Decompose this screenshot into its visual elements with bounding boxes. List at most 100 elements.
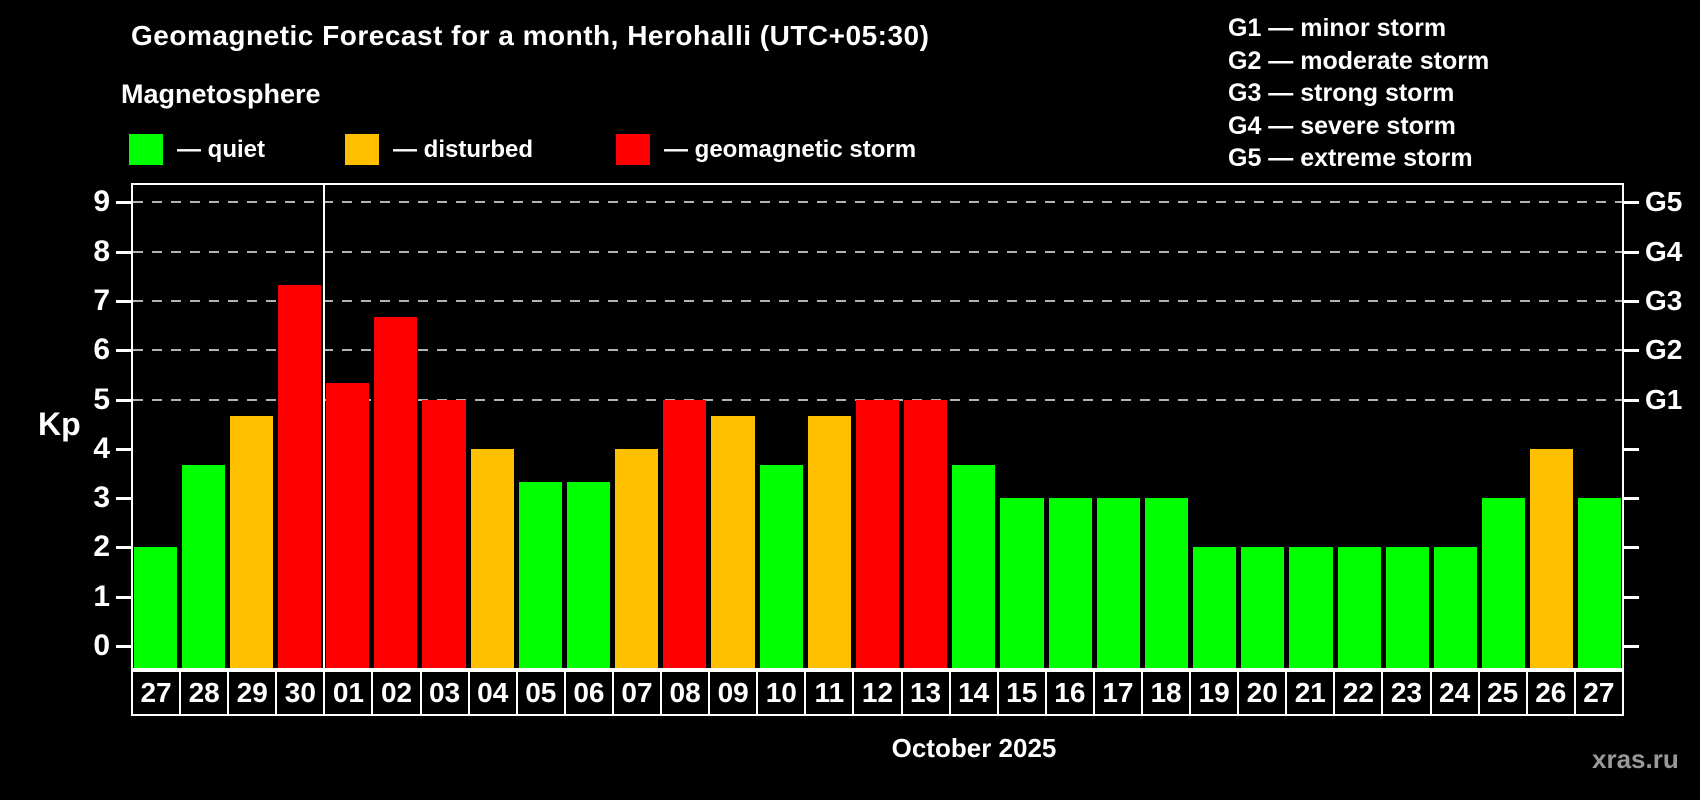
axis-tick <box>116 447 131 451</box>
g-level-label: G2 <box>1645 334 1683 366</box>
kp-bar <box>181 465 225 668</box>
kp-bar <box>1193 547 1237 668</box>
y-tick-label: 7 <box>93 283 110 317</box>
y-tick-label: 0 <box>93 629 110 662</box>
day-label: 19 <box>1191 672 1240 714</box>
kp-bar <box>422 399 466 668</box>
month-separator <box>322 183 325 670</box>
g-legend-line-g1: G1 — minor storm <box>1228 14 1447 42</box>
axis-tick <box>1624 398 1639 402</box>
y-tick-label: 3 <box>93 481 110 515</box>
axis-tick <box>1624 497 1639 501</box>
kp-bar <box>1241 547 1285 668</box>
kp-bar <box>1578 498 1622 668</box>
day-label: 07 <box>614 672 663 714</box>
day-label: 30 <box>277 672 326 714</box>
kp-bar <box>663 399 707 668</box>
axis-tick <box>116 250 131 254</box>
axis-tick <box>1624 645 1639 648</box>
y-tick-label: 8 <box>93 234 110 268</box>
kp-bar <box>1530 448 1574 668</box>
axis-tick <box>116 349 131 353</box>
g-legend-line-g5: G5 — extreme storm <box>1228 144 1473 172</box>
day-label: 02 <box>373 672 422 714</box>
day-label: 20 <box>1239 672 1288 714</box>
day-label: 28 <box>181 672 230 714</box>
day-label: 09 <box>710 672 759 714</box>
axis-tick <box>116 546 131 550</box>
kp-bar <box>1096 498 1140 668</box>
grid-line <box>133 299 1622 302</box>
axis-tick <box>1624 299 1639 303</box>
legend-item-quiet: — quiet <box>129 134 265 165</box>
kp-bar <box>277 284 322 668</box>
kp-bar <box>566 481 611 668</box>
axis-tick <box>1624 546 1639 550</box>
kp-bar <box>1144 498 1189 668</box>
axis-tick <box>116 201 131 205</box>
day-label: 14 <box>951 672 999 714</box>
axis-tick <box>1624 201 1639 205</box>
quiet-color-swatch <box>129 134 163 165</box>
legend-item-disturbed: — disturbed <box>345 134 533 165</box>
day-label: 04 <box>470 672 518 714</box>
g-level-label: G4 <box>1645 235 1683 267</box>
axis-tick <box>116 645 131 648</box>
kp-bar <box>1289 547 1333 668</box>
day-label: 08 <box>662 672 711 714</box>
axis-tick <box>116 299 131 303</box>
kp-bar <box>615 448 659 668</box>
day-label: 23 <box>1383 672 1432 714</box>
axis-tick <box>1624 595 1639 599</box>
g-legend-line-g3: G3 — strong storm <box>1228 79 1455 107</box>
y-tick-label: 4 <box>93 431 110 465</box>
kp-bar <box>1385 547 1429 668</box>
x-axis-day-labels: 27 28 29 30 01 02 03 04 05 06 07 08 09 10 11 12 13 14 15 16… <box>131 670 1624 716</box>
legend-label: — geomagnetic storm <box>664 135 917 163</box>
kp-bar <box>1000 498 1044 668</box>
kp-bar <box>711 415 755 668</box>
day-label: 26 <box>1528 672 1576 714</box>
day-label: 21 <box>1287 672 1336 714</box>
day-label: 22 <box>1335 672 1384 714</box>
day-label: 18 <box>1143 672 1192 714</box>
chart-subtitle: Magnetosphere <box>121 79 321 109</box>
kp-bar <box>1433 547 1477 668</box>
axis-tick <box>1624 250 1639 254</box>
g-level-label: G5 <box>1645 186 1683 218</box>
day-label: 10 <box>758 672 807 714</box>
y-tick-label: 1 <box>93 579 110 613</box>
kp-bar <box>518 481 562 668</box>
x-axis-title: October 2025 <box>891 733 1057 763</box>
kp-bar <box>1337 547 1381 668</box>
day-label: 01 <box>325 672 374 714</box>
grid-line <box>133 250 1622 253</box>
kp-bar <box>952 465 996 668</box>
axis-tick <box>1624 447 1639 451</box>
axis-tick <box>116 398 131 402</box>
page-title: Geomagnetic Forecast for a month, Heroha… <box>131 20 930 51</box>
day-label: 17 <box>1095 672 1143 714</box>
y-axis-title: Kp <box>38 406 81 442</box>
day-label: 15 <box>999 672 1047 714</box>
day-label: 13 <box>903 672 951 714</box>
kp-bar <box>855 399 900 668</box>
day-label: 06 <box>566 672 614 714</box>
day-label: 27 <box>133 672 182 714</box>
watermark: xras.ru <box>1592 744 1679 774</box>
kp-bar <box>904 399 948 668</box>
kp-bar <box>229 415 273 668</box>
kp-bar <box>759 465 803 668</box>
day-label: 11 <box>806 672 855 714</box>
legend-label: — disturbed <box>393 135 534 163</box>
axis-tick <box>116 497 131 501</box>
disturbed-color-swatch <box>345 134 379 165</box>
day-label: 29 <box>229 672 278 714</box>
day-label: 25 <box>1480 672 1528 714</box>
grid-line <box>133 201 1622 204</box>
kp-bar <box>133 547 177 668</box>
storm-color-swatch <box>616 134 650 165</box>
kp-bar <box>374 317 418 668</box>
day-label: 05 <box>518 672 566 714</box>
y-tick-label: 5 <box>93 382 110 416</box>
